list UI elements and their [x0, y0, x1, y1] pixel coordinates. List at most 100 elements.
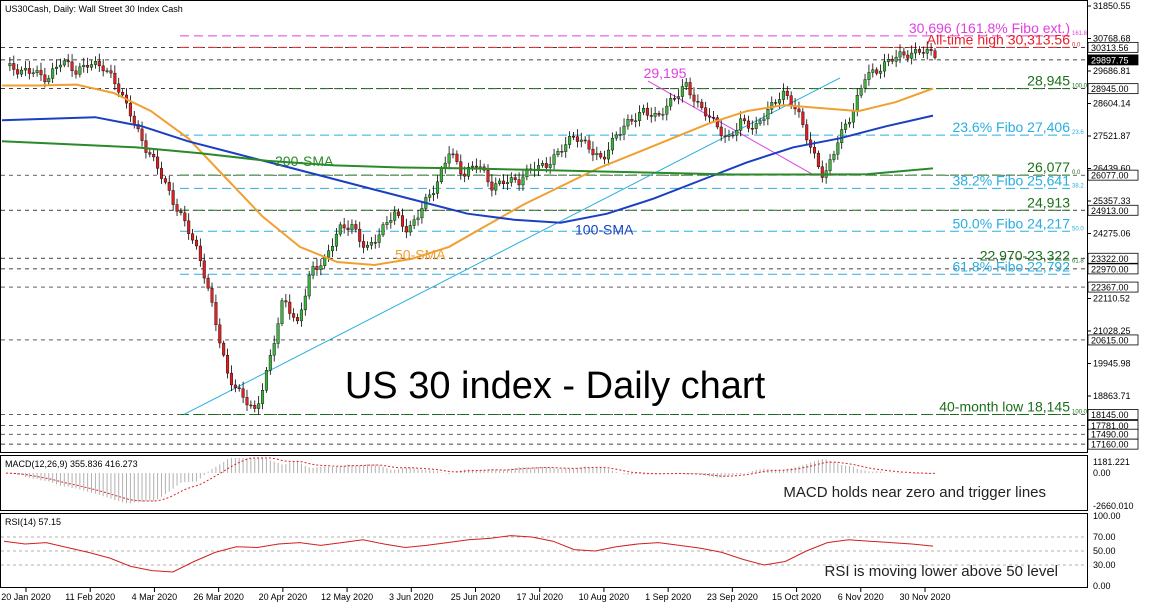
candle — [27, 60, 31, 80]
candle — [805, 119, 809, 145]
candle — [237, 384, 241, 392]
candle — [711, 111, 715, 123]
candle — [560, 144, 564, 158]
rsi-panel[interactable] — [0, 513, 1088, 588]
level-label: 26,077 — [1027, 159, 1070, 175]
uptrend-line — [183, 77, 841, 415]
candle — [774, 99, 778, 106]
candle — [886, 53, 890, 67]
candle — [521, 169, 525, 191]
candle — [420, 201, 424, 224]
candle — [187, 213, 191, 240]
macd-tick-label: -2660.010 — [1093, 501, 1134, 511]
candle — [358, 221, 362, 248]
candle — [661, 107, 665, 121]
candle — [704, 101, 708, 121]
y-tick-label: 24275.06 — [1093, 229, 1131, 239]
candle — [389, 212, 393, 229]
price-tag: 17160.00 — [1087, 438, 1139, 450]
candle — [78, 62, 82, 78]
candle — [435, 175, 439, 199]
candle — [575, 129, 579, 148]
candle — [451, 148, 455, 159]
candle — [568, 131, 572, 149]
price-panel[interactable] — [0, 0, 1088, 453]
svg-text:17160.00: 17160.00 — [1091, 440, 1129, 450]
candle — [128, 95, 132, 123]
candle — [731, 130, 735, 139]
candle — [257, 395, 261, 415]
candle — [70, 54, 74, 78]
candle — [268, 349, 272, 375]
candle — [614, 131, 618, 141]
candle — [595, 146, 599, 161]
y-tick-label: 31850.55 — [1093, 1, 1131, 11]
candle — [315, 258, 319, 276]
candle — [816, 150, 820, 169]
x-tick-label: 20 Apr 2020 — [259, 592, 308, 602]
candle — [669, 92, 673, 111]
candle — [408, 220, 412, 236]
macd-panel[interactable] — [0, 455, 1088, 511]
candle — [20, 66, 24, 78]
candle — [226, 348, 230, 379]
candle — [653, 106, 657, 122]
candle — [432, 185, 436, 202]
candle — [894, 49, 898, 68]
candle — [416, 210, 420, 226]
candle — [152, 148, 156, 162]
candle — [692, 87, 696, 108]
candle — [645, 102, 649, 120]
y-tick-label: 25357.33 — [1093, 196, 1131, 206]
candle — [23, 61, 27, 76]
svg-text:17490.00: 17490.00 — [1091, 430, 1129, 440]
candle — [311, 261, 315, 280]
candle — [377, 228, 381, 248]
candle — [836, 135, 840, 160]
candle — [746, 115, 750, 133]
candle — [599, 150, 603, 160]
y-tick-label: 22110.52 — [1093, 294, 1130, 304]
svg-text:22367.00: 22367.00 — [1091, 283, 1129, 293]
price-tag: 23322.00 — [1087, 252, 1139, 264]
candle — [58, 58, 62, 73]
candle — [719, 120, 723, 142]
candle — [587, 135, 591, 154]
candle — [331, 238, 335, 257]
candle — [591, 141, 595, 162]
level-label: 29,195 — [644, 65, 687, 81]
candle — [618, 127, 622, 141]
candle — [649, 107, 653, 123]
candle — [222, 340, 226, 358]
candle — [144, 133, 148, 159]
fibo-tag: 0.0 — [1072, 170, 1081, 176]
svg-text:29897.75: 29897.75 — [1091, 55, 1129, 65]
candle — [82, 57, 86, 73]
svg-text:26077.00: 26077.00 — [1091, 171, 1129, 181]
candle — [673, 94, 677, 102]
candle — [921, 46, 925, 58]
candle — [502, 174, 506, 190]
candle — [362, 234, 366, 254]
y-tick-label: 29686.81 — [1093, 66, 1131, 76]
rsi-annotation: RSI is moving lower above 50 level — [825, 563, 1058, 580]
candle — [101, 59, 105, 77]
candle — [338, 221, 342, 237]
candle — [334, 228, 338, 252]
candle — [412, 215, 416, 230]
candle — [404, 218, 408, 239]
candle — [680, 78, 684, 103]
candle — [175, 198, 179, 216]
candle — [16, 63, 20, 79]
candle — [171, 182, 175, 211]
candle — [233, 379, 237, 393]
candle — [113, 65, 117, 91]
x-tick-label: 10 Aug 2020 — [579, 592, 630, 602]
candle — [917, 46, 921, 55]
candle — [509, 172, 513, 187]
candle — [183, 205, 187, 227]
y-tick-label: 27521.87 — [1093, 131, 1131, 141]
price-tag: 18145.00 — [1087, 409, 1139, 420]
price-tag: 24913.00 — [1087, 204, 1139, 216]
candle — [148, 148, 152, 158]
